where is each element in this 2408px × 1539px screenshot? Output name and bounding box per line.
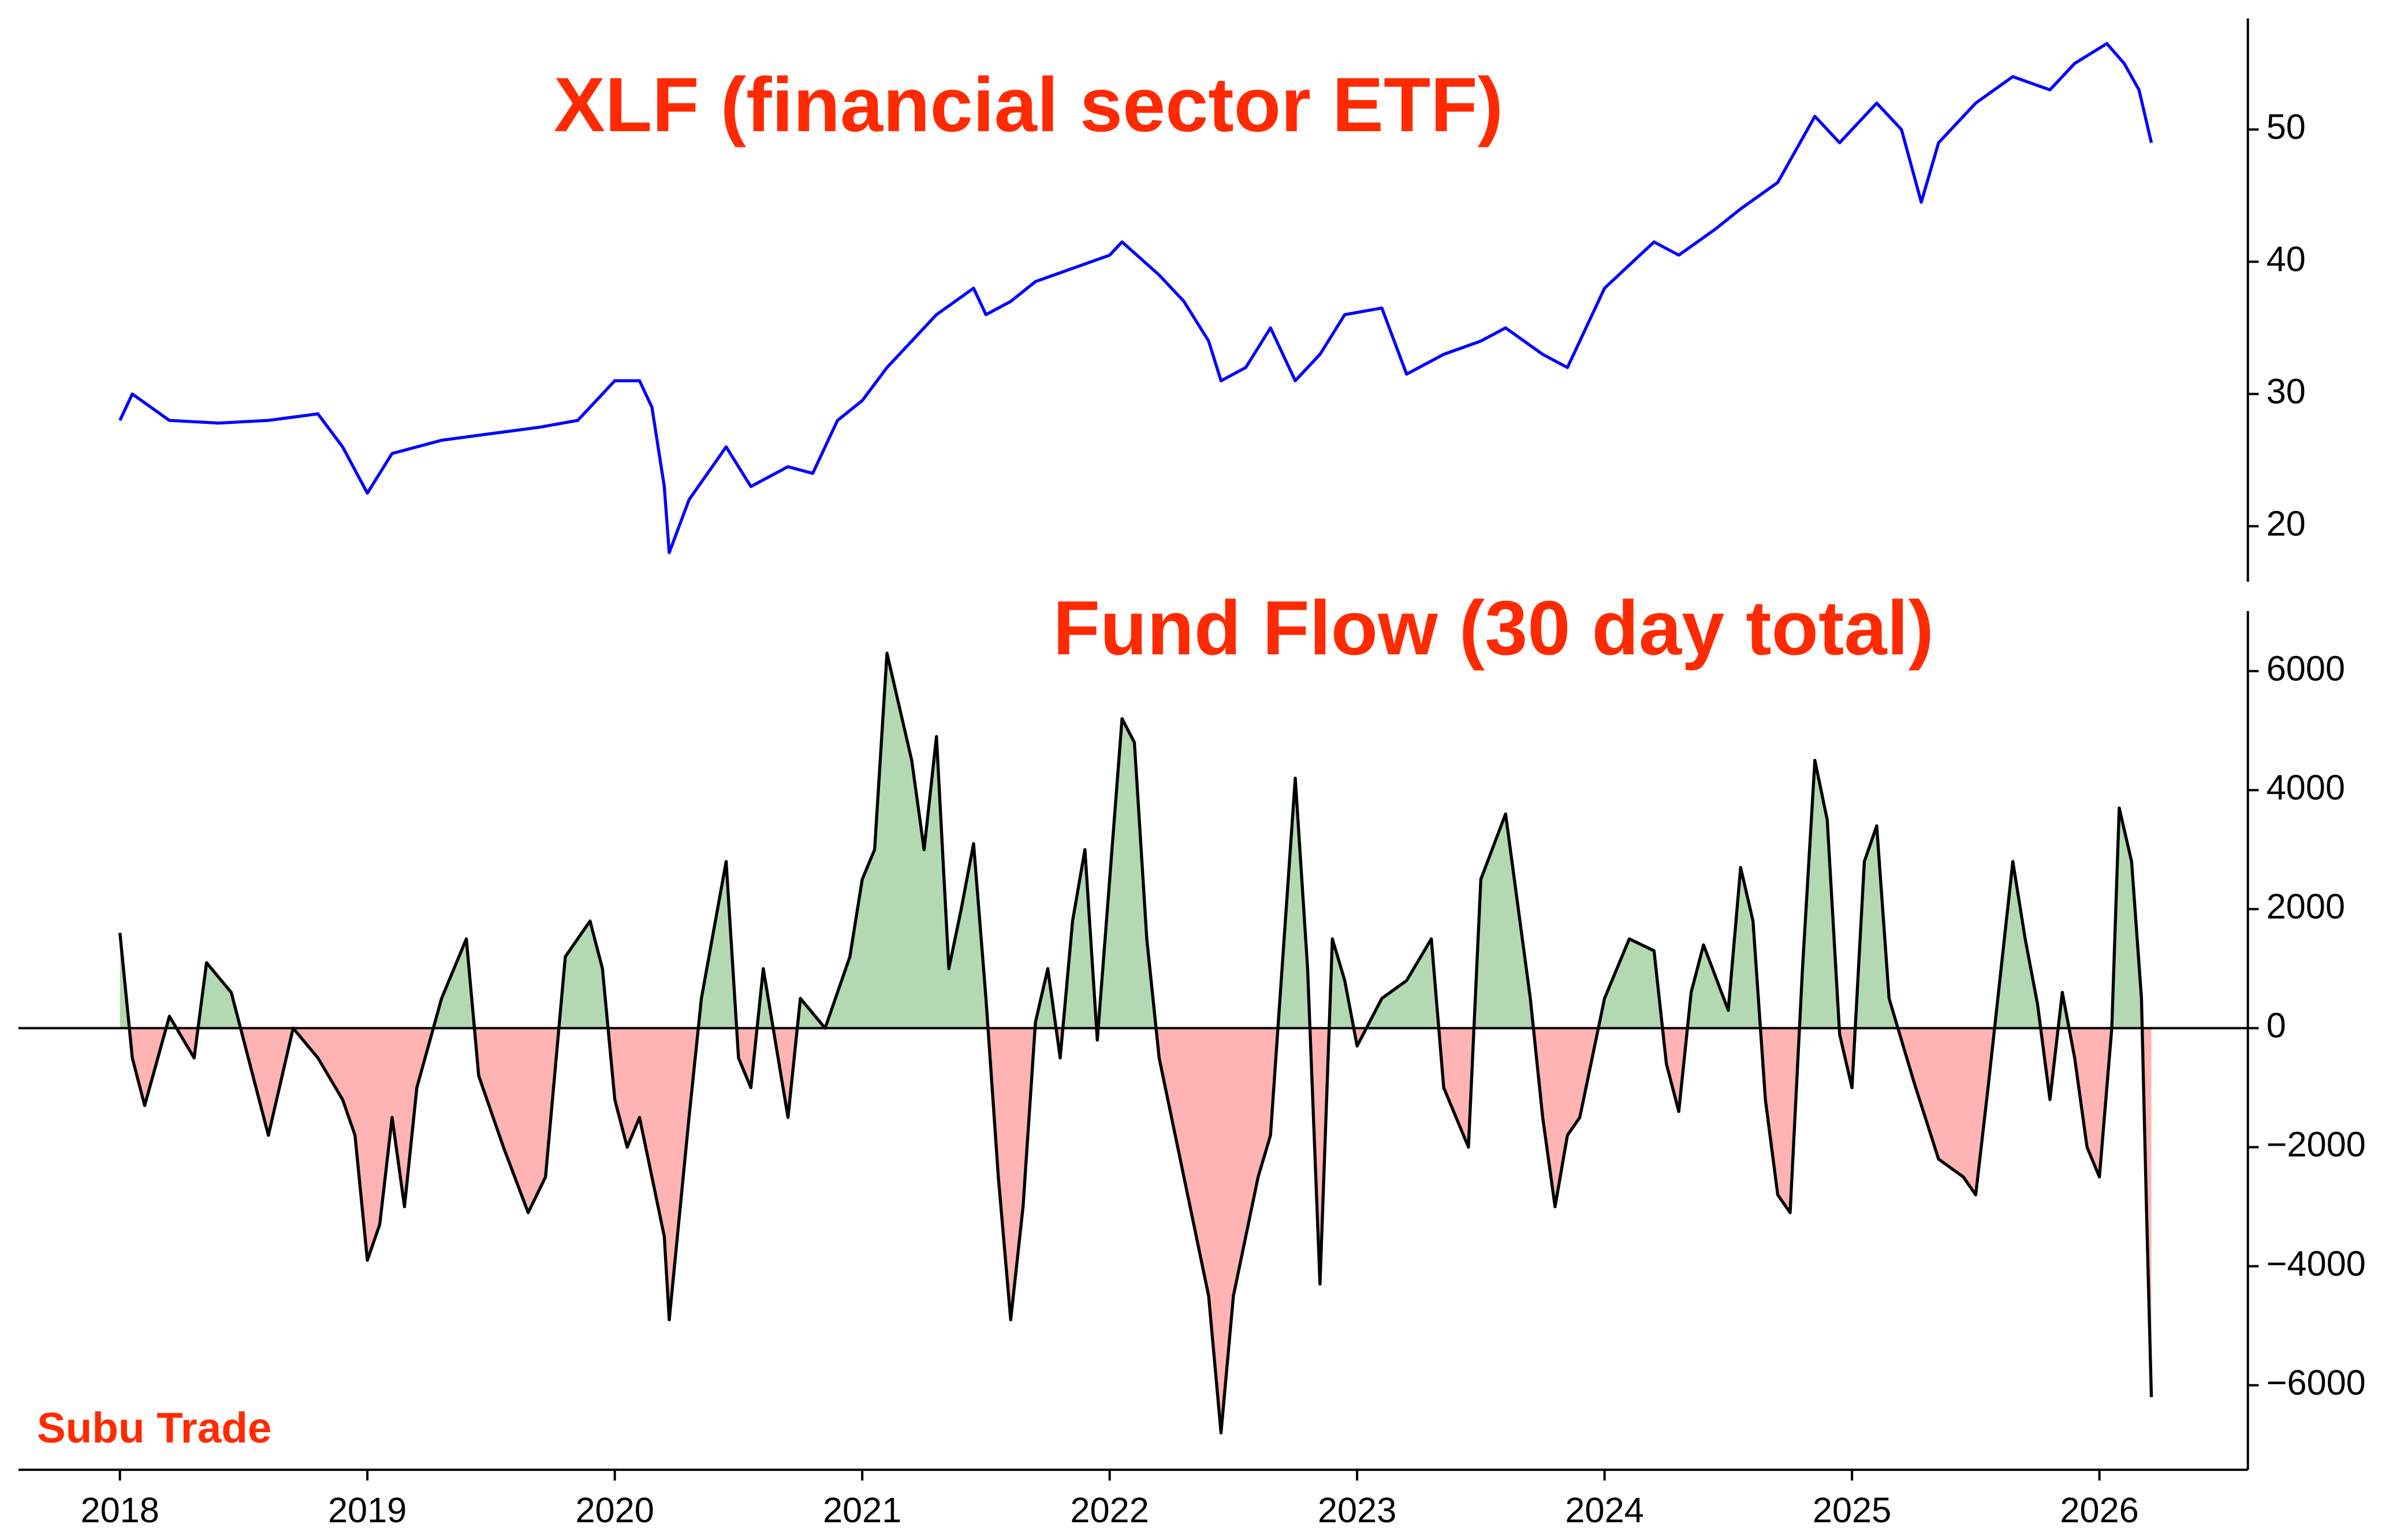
y-tick-label: 4000 (2267, 767, 2345, 807)
x-tick-label: 2020 (575, 1490, 654, 1530)
x-tick-label: 2023 (1318, 1490, 1396, 1530)
x-tick-label: 2026 (2060, 1490, 2138, 1530)
y-tick-label: 30 (2267, 371, 2306, 411)
negative-area (120, 1028, 2152, 1433)
y-tick-label: −6000 (2267, 1363, 2366, 1402)
data-line (118, 42, 2153, 554)
y-tick-label: 6000 (2267, 649, 2345, 688)
chart-title: Fund Flow (30 day total) (1053, 585, 1934, 671)
y-tick-label: 0 (2267, 1006, 2286, 1045)
y-tick-label: 20 (2267, 504, 2306, 543)
watermark: Subu Trade (37, 1403, 271, 1452)
y-tick-label: 2000 (2267, 887, 2345, 926)
y-tick-label: −2000 (2267, 1125, 2366, 1164)
x-tick-label: 2022 (1070, 1490, 1149, 1530)
y-tick-label: 40 (2267, 239, 2306, 278)
x-tick-label: 2019 (328, 1490, 407, 1530)
positive-area (120, 653, 2142, 1029)
x-tick-label: 2021 (823, 1490, 901, 1530)
data-line (118, 651, 2153, 1434)
x-tick-label: 2025 (1813, 1490, 1891, 1530)
chart-title: XLF (financial sector ETF) (554, 62, 1503, 148)
y-tick-label: −4000 (2267, 1244, 2366, 1283)
x-tick-label: 2018 (80, 1490, 159, 1530)
x-tick-label: 2024 (1565, 1490, 1643, 1530)
y-tick-label: 50 (2267, 107, 2306, 147)
